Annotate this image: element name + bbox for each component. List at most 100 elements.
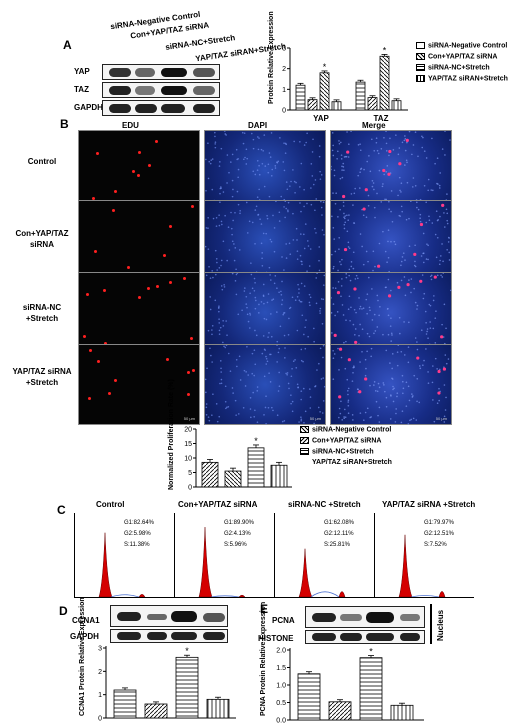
significance-marker: * [383,45,387,55]
cell-cycle-stat: G1:79.97% [424,520,455,526]
panel-c-letter: C [57,503,66,517]
y-tick-label: 1 [282,87,286,94]
flow-histogram [274,513,374,598]
cell-cycle-stat: S:25.81% [324,542,351,548]
edu-positive-nucleus [168,281,172,285]
cell-cycle-stat: G1:82.64% [124,520,155,526]
bar [307,99,318,111]
flow-histogram [74,513,174,598]
y-tick-label: 10 [184,456,192,463]
legend-item: Con+YAP/TAZ siRNA [300,437,381,444]
western-blot-ccna1 [110,605,228,627]
edu-positive-nucleus [146,287,150,291]
cell-cycle-stat: G2:12.51% [424,531,455,537]
micrograph-dapi: 50 μm [204,344,326,425]
micrograph-merge: 50 μm [330,130,452,211]
edu-positive-nucleus [192,369,196,373]
y-tick-label: 1.5 [276,665,286,672]
blot-row-label: TAZ [74,85,89,94]
chart-a-category-label: TAZ [374,114,389,123]
flow-histogram [174,513,274,598]
row-label-nc-stretch: siRNA-NC +Stretch [22,303,62,323]
cell-cycle-stats: G1:89.90% G2:4.13% S:5.96% [224,518,254,551]
edu-positive-nucleus [186,393,190,397]
cell-cycle-stat: S:11.38% [124,542,150,548]
cell-cycle-stats: G1:62.08% G2:12.11% S:25.81% [324,518,354,551]
bar [331,101,342,111]
chart-d: 0 1 2 3 * [98,646,236,722]
legend-item: siRNA-Negative Control [416,42,507,49]
blot-row-label: YAP [74,67,90,76]
chart-d-ylabel: CCNA1 Protein Relative Expression [79,597,86,716]
bar [328,701,352,721]
flow-plot-title: Control [96,500,125,509]
western-blot-yap [102,64,220,80]
edu-positive-nucleus [113,378,117,382]
edu-positive-nucleus [86,292,90,296]
bar [390,704,414,721]
legend-item: Con+YAP/TAZ siRNA [416,53,497,60]
flow-histogram [374,513,474,598]
micrograph-edu: 50 μm [78,130,200,211]
blot-row-label: PCNA [272,616,295,625]
nucleus-bracket [430,604,432,644]
micrograph-dapi: 50 μm [204,272,326,353]
scale-bar-label: 50 μm [183,416,195,421]
cell-cycle-stats: G1:82.64% G2:5.98% S:11.38% [124,518,154,551]
bar [355,81,366,111]
bar [224,470,242,488]
bar [270,464,288,488]
bar [367,97,378,111]
bar [201,461,219,488]
row-label-yap-stretch: YAP/TAZ siRNA +Stretch [12,367,72,387]
edu-positive-nucleus [131,170,135,174]
legend-item: YAP/TAZ siRAN+Stretch [416,75,508,82]
y-tick-label: 2 [98,669,102,676]
edu-positive-nucleus [187,371,191,375]
cell-cycle-stat: G2:5.98% [124,531,151,537]
blot-row-label: CCNA1 [72,616,100,625]
significance-marker: * [369,647,373,657]
blot-row-label: HISTONE [258,634,294,643]
micrograph-merge: 50 μm [330,272,452,353]
cell-cycle-stat: S:7.52% [424,542,447,548]
edu-positive-nucleus [156,284,160,288]
chart-e: 0.0 0.5 1.0 1.5 2.0 * [276,647,424,724]
micrograph-edu: 50 μm [78,344,200,425]
bar [247,447,265,488]
micrograph-dapi: 50 μm [204,130,326,211]
edu-positive-nucleus [169,224,173,228]
bar [295,84,306,111]
row-label-control: Control [27,157,57,166]
y-tick-label: 2 [282,66,286,73]
panel-a-column-labels: siRNA-Negative Control Con+YAP/TAZ siRNA… [100,10,290,64]
y-tick-label: 0.5 [276,700,286,707]
micrograph-edu: 50 μm [78,200,200,281]
g1-peak [398,534,413,597]
micrograph-merge: 50 μm [330,344,452,425]
bar [379,55,390,111]
edu-positive-nucleus [137,295,141,299]
chart-a-ylabel: Protein Relative Expression [268,11,275,104]
g2-peak [238,594,246,597]
cell-cycle-stat: G1:62.08% [324,520,355,526]
flow-plot-title: YAP/TAZ siRNA +Stretch [382,500,476,509]
micrograph-dapi: 50 μm [204,200,326,281]
bar [359,657,383,721]
s-phase-curve [310,591,340,597]
edu-positive-nucleus [91,196,95,200]
western-blot-histone [305,630,425,644]
nucleus-label: Nucleus [436,609,445,641]
edu-positive-nucleus [162,254,166,258]
edu-positive-nucleus [155,140,159,144]
edu-positive-nucleus [95,152,99,156]
legend-b: siRNA-Negative Control Con+YAP/TAZ siRNA… [300,426,420,476]
edu-positive-nucleus [126,266,130,270]
y-tick-label: 3 [98,646,102,653]
column-label-dapi: DAPI [248,121,268,130]
scale-bar-label: 50 μm [309,416,321,421]
edu-positive-nucleus [97,359,101,363]
cell-cycle-stat: G1:89.90% [224,520,255,526]
y-tick-label: 0 [188,485,192,492]
edu-positive-nucleus [165,358,169,362]
